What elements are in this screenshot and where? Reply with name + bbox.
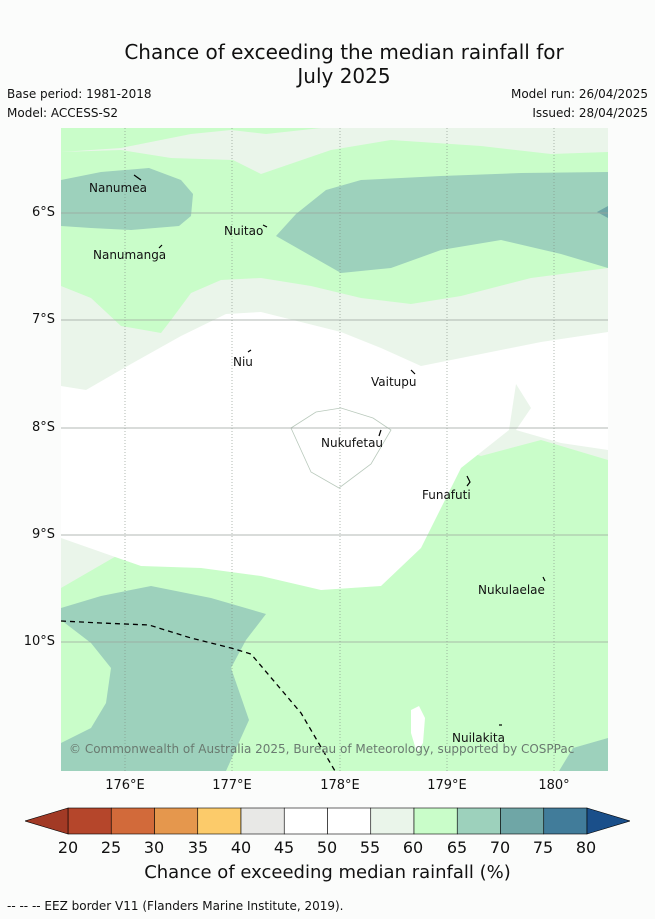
lat-label-10s: 10°S xyxy=(23,634,55,649)
place-nukufetau: Nukufetau xyxy=(321,436,384,450)
model-name: Model: ACCESS-S2 xyxy=(7,106,119,120)
place-nanumanga: Nanumanga xyxy=(93,248,167,262)
colorbar-bin xyxy=(110,807,155,835)
model-run: Model run: 26/04/2025 xyxy=(510,87,648,101)
lat-label-9s: 9°S xyxy=(31,527,55,542)
colorbar-bin xyxy=(154,807,199,835)
colorbar-bin xyxy=(413,807,458,835)
colorbar-tick-label: 35 xyxy=(187,838,209,857)
band-65-70-southeast xyxy=(559,738,608,771)
map-title: Chance of exceeding the median rainfall … xyxy=(0,40,655,88)
band-65-70-south xyxy=(61,586,266,771)
island-nanumanga xyxy=(158,244,163,249)
band-65-70-northeast xyxy=(276,172,608,273)
lon-label-177e: 177°E xyxy=(212,778,252,793)
island-shapes xyxy=(133,174,546,726)
band-70-75-edge xyxy=(597,206,608,218)
colorbar-bin xyxy=(283,807,328,835)
place-nuilakita: Nuilakita xyxy=(452,731,505,745)
colorbar-tick-label: 65 xyxy=(446,838,468,857)
issued-date: Issued: 28/04/2025 xyxy=(532,106,648,120)
island-nukulaelae xyxy=(542,576,546,582)
title-line-1: Chance of exceeding the median rainfall … xyxy=(124,40,564,64)
eez-border-line xyxy=(61,620,336,771)
latitude-gridlines xyxy=(61,212,608,643)
base-period: Base period: 1981-2018 xyxy=(7,87,152,101)
band-55-60-north xyxy=(61,128,608,174)
longitude-gridlines xyxy=(124,128,555,771)
colorbar-tick-label: 50 xyxy=(316,838,338,857)
colorbar-tick-label: 60 xyxy=(402,838,424,857)
place-nukulaelae: Nukulaelae xyxy=(478,583,545,597)
colorbar-bin xyxy=(370,807,415,835)
lat-label-8s: 8°S xyxy=(31,420,55,435)
white-inlet-south xyxy=(411,706,425,753)
lon-label-178e: 178°E xyxy=(320,778,360,793)
colorbar-bin xyxy=(543,807,588,835)
colorbar-bins xyxy=(67,807,588,835)
place-niu: Niu xyxy=(233,355,253,369)
colorbar-bin xyxy=(456,807,501,835)
colorbar-bin xyxy=(327,807,372,835)
colorbar-tick-label: 40 xyxy=(230,838,252,857)
colorbar-bin xyxy=(240,807,285,835)
colorbar-tick-label: 70 xyxy=(489,838,511,857)
colorbar-tick-label: 25 xyxy=(100,838,122,857)
island-vaitupu xyxy=(410,369,416,375)
colorbar-bin xyxy=(197,807,242,835)
band-65-70-nanumea xyxy=(61,168,193,230)
colorbar-tick-label: 20 xyxy=(57,838,79,857)
copyright-notice: © Commonwealth of Australia 2025, Bureau… xyxy=(69,742,575,756)
colorbar-tick-label: 55 xyxy=(359,838,381,857)
island-nukufetau xyxy=(378,429,382,437)
place-vaitupu: Vaitupu xyxy=(371,375,417,389)
eez-legend-note: -- -- -- EEZ border V11 (Flanders Marine… xyxy=(7,899,344,913)
place-funafuti: Funafuti xyxy=(422,488,471,502)
lat-label-7s: 7°S xyxy=(31,312,55,327)
island-funafuti xyxy=(466,475,471,487)
colorbar-tick-label: 80 xyxy=(575,838,597,857)
colorbar-bin xyxy=(67,807,112,835)
rainfall-map xyxy=(61,128,608,771)
island-niu xyxy=(247,349,252,353)
island-nanumea xyxy=(133,174,142,181)
white-inlet-east xyxy=(573,368,608,386)
colorbar-over-arrow xyxy=(586,807,630,835)
place-nanumea: Nanumea xyxy=(89,181,147,195)
lat-label-6s: 6°S xyxy=(31,205,55,220)
colorbar-bin xyxy=(500,807,545,835)
place-nuitao: Nuitao xyxy=(224,224,264,238)
colorbar-tick-label: 30 xyxy=(143,838,165,857)
colorbar-title: Chance of exceeding median rainfall (%) xyxy=(144,862,511,883)
lon-label-176e: 176°E xyxy=(105,778,145,793)
lon-label-180: 180° xyxy=(538,778,570,793)
colorbar-tick-label: 45 xyxy=(273,838,295,857)
title-line-2: July 2025 xyxy=(297,64,391,88)
colorbar xyxy=(25,807,630,835)
colorbar-under-arrow xyxy=(25,807,69,835)
colorbar-tick-label: 75 xyxy=(532,838,554,857)
island-nuitao xyxy=(262,224,268,228)
lon-label-179e: 179°E xyxy=(427,778,467,793)
